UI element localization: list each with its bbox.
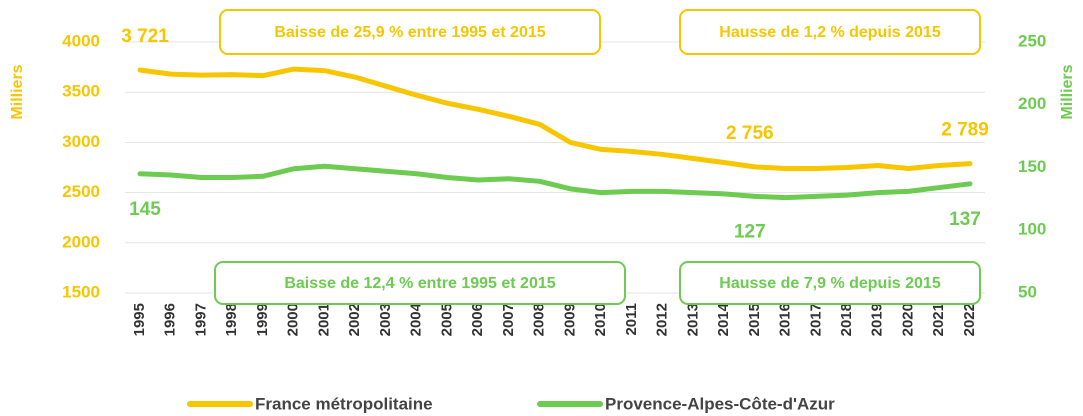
x-tick-label: 2015 [746, 303, 763, 336]
x-tick-label: 2005 [438, 303, 455, 336]
value-label: 145 [129, 199, 161, 220]
x-tick-label: 1995 [131, 303, 148, 336]
x-tick-label: 2004 [408, 302, 425, 336]
x-tick-label: 1998 [223, 303, 240, 336]
annotation-box [214, 261, 626, 305]
value-label: 137 [949, 209, 981, 230]
x-tick-label: 2010 [592, 303, 609, 336]
x-tick-label: 2007 [500, 303, 517, 336]
x-tick-label: 2013 [684, 303, 701, 336]
x-tick-label: 2006 [469, 303, 486, 336]
value-label: 2 756 [726, 123, 774, 144]
x-tick-label: 2001 [315, 303, 332, 336]
annotation-box [679, 9, 981, 55]
y2-axis-label: Milliers [1059, 64, 1076, 119]
x-tick-label: 2011 [623, 303, 640, 336]
annotation-box [679, 261, 981, 305]
y-tick-label: 2500 [62, 182, 100, 201]
value-label: 3 721 [121, 26, 169, 47]
x-tick-label: 2017 [807, 303, 824, 336]
series-line [137, 66, 973, 172]
y2-tick-label: 150 [1018, 157, 1046, 176]
x-tick-label: 2019 [869, 303, 886, 336]
value-label: 127 [734, 221, 766, 242]
y2-tick-label: 100 [1018, 220, 1046, 239]
y-tick-label: 2000 [62, 232, 100, 251]
x-tick-label: 2021 [930, 303, 947, 336]
y-tick-label: 4000 [62, 31, 100, 50]
annotation-text: Baisse de 25,9 % entre 1995 et 2015 [274, 24, 545, 41]
x-tick-label: 2018 [838, 303, 855, 336]
x-tick-label: 2016 [777, 303, 794, 336]
x-tick-label: 1996 [162, 303, 179, 336]
y2-tick-label: 250 [1018, 31, 1046, 50]
y-tick-label: 3000 [62, 132, 100, 151]
annotation-box [219, 9, 601, 55]
annotation-text: Hausse de 1,2 % depuis 2015 [719, 24, 941, 41]
x-tick-label: 1997 [192, 303, 209, 336]
y-tick-label: 1500 [62, 282, 100, 301]
y-tick-label: 3500 [62, 82, 100, 101]
annotation-text: Baisse de 12,4 % entre 1995 et 2015 [284, 275, 555, 292]
x-tick-label: 2003 [377, 303, 394, 336]
x-tick-label: 2002 [346, 303, 363, 336]
y2-tick-label: 50 [1018, 282, 1037, 301]
x-tick-label: 2014 [715, 302, 732, 336]
x-tick-label: 2000 [285, 303, 302, 336]
annotation-text: Hausse de 7,9 % depuis 2015 [719, 275, 941, 292]
x-tick-label: 2020 [899, 303, 916, 336]
series-line [137, 163, 973, 201]
legend-label: Provence-Alpes-Côte-d'Azur [605, 394, 835, 413]
y-axis-label: Milliers [9, 64, 26, 119]
x-tick-label: 2008 [531, 303, 548, 336]
legend-label: France métropolitaine [255, 394, 433, 413]
x-tick-label: 2022 [961, 303, 978, 336]
y2-tick-label: 200 [1018, 94, 1046, 113]
value-label: 2 789 [941, 120, 989, 141]
x-tick-label: 2009 [561, 303, 578, 336]
x-tick-label: 1999 [254, 303, 271, 336]
x-tick-label: 2012 [654, 303, 671, 336]
